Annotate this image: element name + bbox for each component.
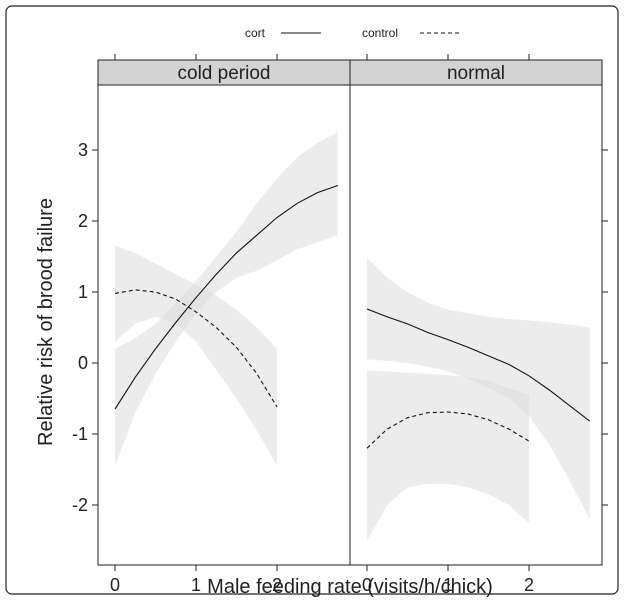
x-tick-label: 0: [362, 575, 372, 595]
y-tick-label: -2: [72, 495, 88, 515]
panel-strip: [349, 59, 603, 86]
panel-border: [349, 84, 603, 566]
confidence-ribbon-cort: [367, 257, 590, 520]
confidence-ribbon-cort: [115, 132, 338, 466]
legend-label-cort: cort: [245, 26, 266, 40]
y-tick-label: 3: [78, 140, 88, 160]
series-line-control: [366, 411, 530, 449]
panel-plot-area: [366, 257, 591, 541]
y-tick-label: 2: [78, 211, 88, 231]
x-tick-label: 1: [443, 575, 453, 595]
panel-plot-area: [114, 132, 338, 466]
series-line-cort: [366, 308, 591, 422]
panel-strip: [97, 59, 351, 86]
x-tick-label: 2: [524, 575, 534, 595]
y-tick-label: 0: [78, 353, 88, 373]
figure-border: [5, 5, 619, 595]
panel-title: normal: [447, 63, 505, 84]
x-tick-label: 1: [191, 575, 201, 595]
legend-label-control: control: [362, 26, 398, 40]
y-tick-label: -1: [72, 424, 88, 444]
confidence-ribbon-control: [115, 245, 277, 466]
confidence-ribbon-control: [367, 370, 529, 541]
x-tick-label: 0: [110, 575, 120, 595]
y-axis-label: Relative risk of brood failure: [35, 198, 57, 446]
x-axis-label: Male feeding rate (visits/h/chick): [207, 576, 493, 598]
panel-title: cold period: [178, 63, 271, 84]
x-tick-label: 2: [272, 575, 282, 595]
y-tick-label: 1: [78, 282, 88, 302]
series-line-cort: [114, 184, 338, 410]
series-line-control: [114, 289, 278, 408]
